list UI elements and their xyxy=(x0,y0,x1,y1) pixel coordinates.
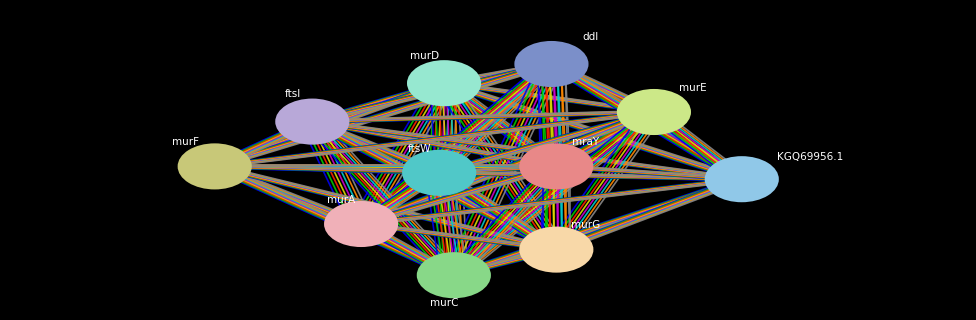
Text: murC: murC xyxy=(429,298,459,308)
Text: murA: murA xyxy=(328,195,355,205)
Ellipse shape xyxy=(514,41,589,87)
Text: ftsI: ftsI xyxy=(285,89,301,99)
Ellipse shape xyxy=(402,150,476,196)
Ellipse shape xyxy=(519,227,593,273)
Ellipse shape xyxy=(178,143,252,189)
Text: murG: murG xyxy=(571,220,600,230)
Ellipse shape xyxy=(324,201,398,247)
Text: murF: murF xyxy=(172,137,199,147)
Text: murD: murD xyxy=(410,51,439,61)
Text: mraY: mraY xyxy=(572,137,599,147)
Text: ddl: ddl xyxy=(583,32,598,42)
Ellipse shape xyxy=(617,89,691,135)
Ellipse shape xyxy=(407,60,481,106)
Text: ftsW: ftsW xyxy=(408,144,431,154)
Ellipse shape xyxy=(705,156,779,202)
Text: murE: murE xyxy=(679,83,707,93)
Ellipse shape xyxy=(275,99,349,145)
Ellipse shape xyxy=(519,143,593,189)
Text: KGQ69956.1: KGQ69956.1 xyxy=(777,152,843,162)
Ellipse shape xyxy=(417,252,491,298)
